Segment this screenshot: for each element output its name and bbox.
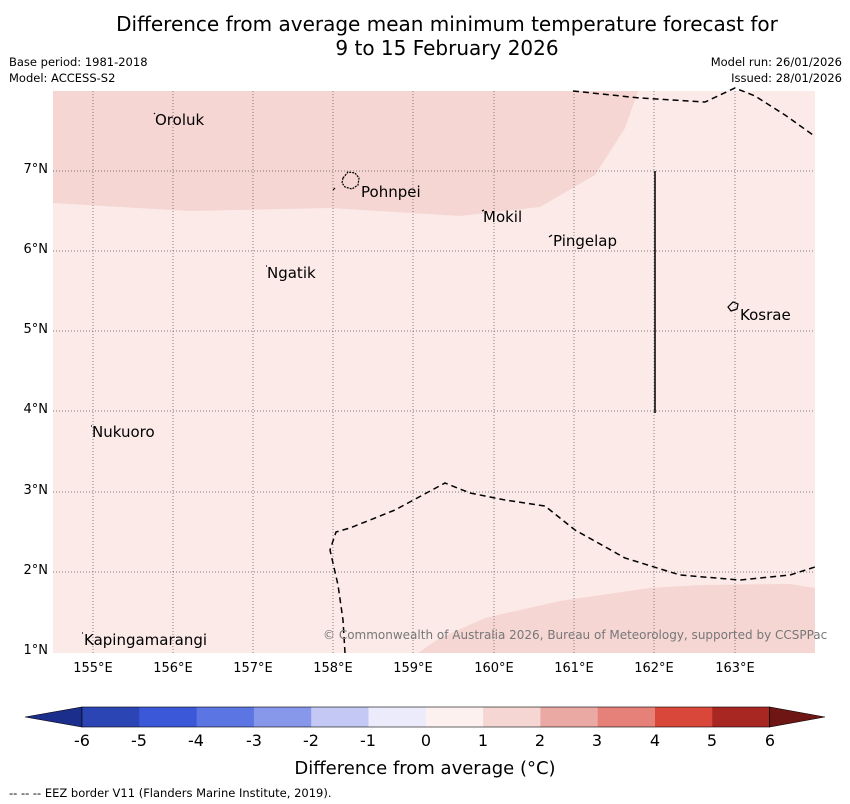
colorbar-bin — [311, 707, 369, 727]
lat-label-5: 5°N — [23, 322, 49, 337]
lon-label-158: 158°E — [313, 661, 353, 676]
lat-label-2: 2°N — [23, 563, 49, 578]
colorbar-bin — [139, 707, 198, 727]
oroluk-atoll — [153, 112, 156, 115]
colorbar — [24, 706, 826, 728]
graticule — [53, 91, 815, 653]
colorbar-bin — [196, 707, 255, 727]
cb-tick-label: 0 — [420, 731, 432, 750]
chart-title: Difference from average mean minimum tem… — [0, 12, 850, 60]
islands — [82, 112, 739, 634]
copyright-notice: © Commonwealth of Australia 2026, Bureau… — [323, 628, 828, 642]
colorbar-arrow-min — [24, 706, 83, 728]
pohnpei-island — [341, 171, 360, 190]
cb-tick-label: 4 — [649, 731, 661, 750]
lon-label-161: 161°E — [554, 661, 594, 676]
lon-label-155: 155°E — [73, 661, 113, 676]
cb-tick-label: -3 — [246, 731, 262, 750]
cb-tick-label: 6 — [764, 731, 776, 750]
lon-label-160: 160°E — [474, 661, 514, 676]
lat-label-3: 3°N — [23, 483, 49, 498]
eez-borders — [329, 87, 816, 654]
lon-label-163: 163°E — [715, 661, 755, 676]
eez-border-south — [329, 482, 816, 654]
title-line-1: Difference from average mean minimum tem… — [116, 12, 778, 36]
pingelap-atoll — [548, 234, 553, 238]
cb-tick-label: -2 — [303, 731, 319, 750]
model-name: Model: ACCESS-S2 — [9, 71, 116, 85]
cb-tick-label: 2 — [534, 731, 546, 750]
meta-left: Base period: 1981-2018 Model: ACCESS-S2 — [9, 54, 148, 86]
place-oroluk: Oroluk — [155, 111, 205, 129]
place-ngatik: Ngatik — [267, 264, 316, 282]
lat-label-7: 7°N — [23, 162, 49, 177]
lon-label-162: 162°E — [634, 661, 674, 676]
lat-label-6: 6°N — [23, 242, 49, 257]
place-mokil: Mokil — [483, 208, 523, 226]
cb-tick-label: -6 — [74, 731, 90, 750]
colorbar-frame — [81, 706, 770, 728]
eez-footnote: -- -- -- EEZ border V11 (Flanders Marine… — [9, 786, 332, 800]
colorbar-bin — [540, 707, 599, 727]
ant-atoll — [332, 187, 336, 191]
cb-tick-label: -5 — [131, 731, 147, 750]
cb-tick-label: 5 — [706, 731, 718, 750]
lat-label-4: 4°N — [23, 402, 49, 417]
lon-label-159: 159°E — [393, 661, 433, 676]
cb-tick-label: -1 — [360, 731, 376, 750]
colorbar-bin — [483, 707, 541, 727]
cb-tick-label: -4 — [188, 731, 204, 750]
colorbar-bin — [425, 707, 484, 727]
colorbar-bin — [655, 707, 713, 727]
colorbar-label: Difference from average (°C) — [294, 758, 556, 779]
lat-label-1: 1°N — [23, 643, 49, 658]
meta-right: Model run: 26/01/2026 Issued: 28/01/2026 — [711, 54, 842, 86]
colorbar-bin — [82, 707, 140, 727]
place-pingelap: Pingelap — [553, 232, 618, 250]
issued-date: Issued: 28/01/2026 — [731, 71, 842, 85]
place-nukuoro: Nukuoro — [92, 423, 155, 441]
model-run: Model run: 26/01/2026 — [710, 55, 842, 69]
anomaly-region-south — [418, 584, 815, 653]
place-pohnpei: Pohnpei — [361, 183, 421, 201]
colorbar-bin — [597, 707, 656, 727]
anomaly-region-north — [53, 91, 638, 216]
cb-tick-label: 1 — [477, 731, 489, 750]
title-line-2: 9 to 15 February 2026 — [335, 36, 559, 60]
lon-label-157: 157°E — [233, 661, 273, 676]
place-kosrae: Kosrae — [740, 306, 791, 324]
colorbar-bin — [253, 707, 312, 727]
colorbar-bin — [368, 707, 427, 727]
base-period: Base period: 1981-2018 — [9, 55, 148, 69]
lon-label-156: 156°E — [153, 661, 193, 676]
eez-border-north — [572, 87, 814, 136]
mokil-atoll — [481, 209, 485, 212]
colorbar-arrow-max — [769, 706, 826, 728]
place-kapingamarangi: Kapingamarangi — [84, 631, 208, 649]
cb-tick-label: 3 — [591, 731, 603, 750]
kosrae-island — [727, 301, 739, 312]
colorbar-bin — [712, 707, 771, 727]
